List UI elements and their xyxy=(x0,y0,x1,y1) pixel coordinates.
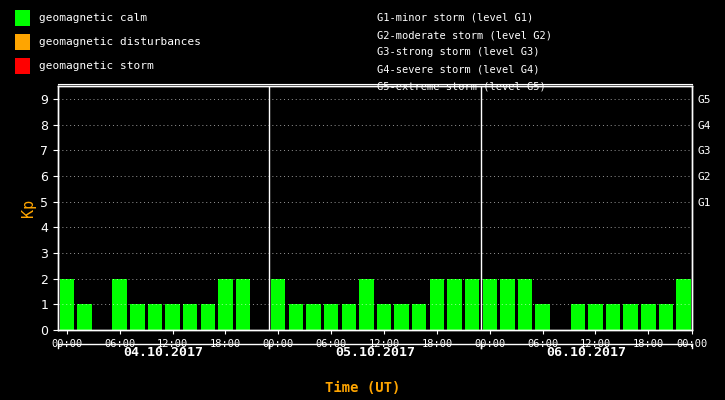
Bar xyxy=(324,304,339,330)
Bar xyxy=(624,304,638,330)
Bar xyxy=(59,279,74,330)
Bar xyxy=(500,279,515,330)
Bar xyxy=(606,304,621,330)
Bar xyxy=(359,279,373,330)
Text: geomagnetic calm: geomagnetic calm xyxy=(39,13,147,23)
Text: 06.10.2017: 06.10.2017 xyxy=(547,346,626,358)
Bar xyxy=(306,304,320,330)
Bar xyxy=(289,304,303,330)
Bar xyxy=(571,304,585,330)
Bar xyxy=(165,304,180,330)
Text: G4-severe storm (level G4): G4-severe storm (level G4) xyxy=(377,64,539,74)
Text: G1-minor storm (level G1): G1-minor storm (level G1) xyxy=(377,13,534,23)
Text: G3-strong storm (level G3): G3-strong storm (level G3) xyxy=(377,47,539,57)
Bar xyxy=(183,304,197,330)
Bar xyxy=(641,304,655,330)
Bar xyxy=(483,279,497,330)
Bar xyxy=(218,279,233,330)
Bar xyxy=(341,304,356,330)
Bar xyxy=(659,304,674,330)
Bar xyxy=(535,304,550,330)
Text: geomagnetic disturbances: geomagnetic disturbances xyxy=(39,37,201,47)
Bar xyxy=(236,279,250,330)
Bar xyxy=(465,279,479,330)
Bar xyxy=(112,279,127,330)
Text: Time (UT): Time (UT) xyxy=(325,381,400,395)
Text: G5-extreme storm (level G5): G5-extreme storm (level G5) xyxy=(377,82,546,92)
Bar xyxy=(201,304,215,330)
Bar xyxy=(130,304,144,330)
Bar xyxy=(447,279,462,330)
Text: geomagnetic storm: geomagnetic storm xyxy=(39,61,154,71)
Bar xyxy=(676,279,691,330)
Text: 05.10.2017: 05.10.2017 xyxy=(335,346,415,358)
Bar xyxy=(148,304,162,330)
Y-axis label: Kp: Kp xyxy=(21,199,36,217)
Bar xyxy=(394,304,409,330)
Bar xyxy=(430,279,444,330)
Bar xyxy=(518,279,532,330)
Bar xyxy=(588,304,602,330)
Bar xyxy=(377,304,392,330)
Text: G2-moderate storm (level G2): G2-moderate storm (level G2) xyxy=(377,30,552,40)
Bar xyxy=(77,304,91,330)
Bar xyxy=(412,304,426,330)
Text: 04.10.2017: 04.10.2017 xyxy=(124,346,204,358)
Bar xyxy=(271,279,286,330)
